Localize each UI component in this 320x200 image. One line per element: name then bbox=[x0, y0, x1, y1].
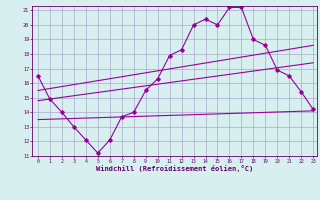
X-axis label: Windchill (Refroidissement éolien,°C): Windchill (Refroidissement éolien,°C) bbox=[96, 165, 253, 172]
